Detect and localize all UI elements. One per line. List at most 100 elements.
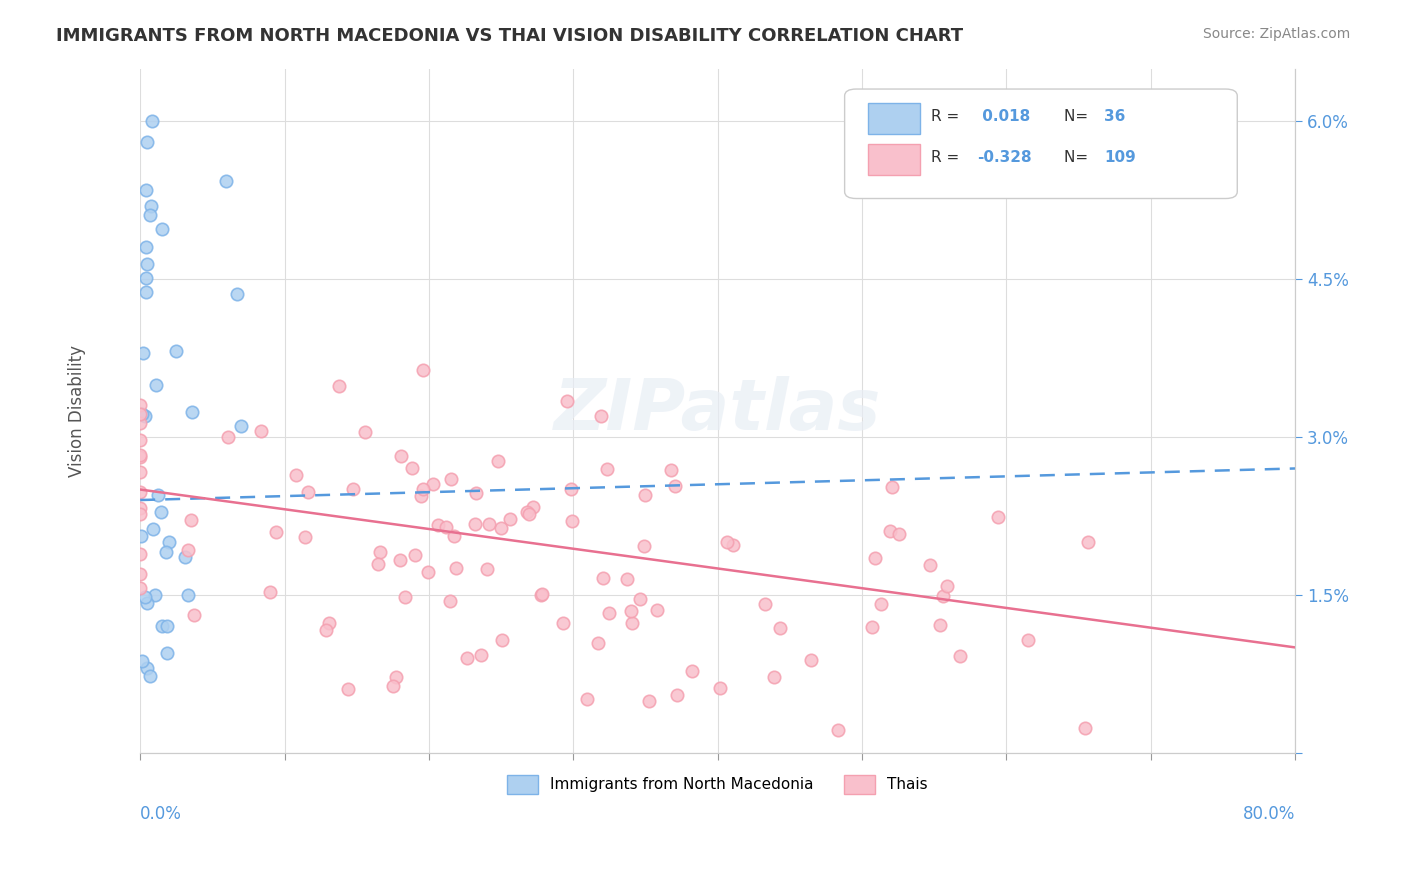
- Point: [931, 590, 953, 604]
- Point: [165, 344, 187, 359]
- Point: [637, 693, 659, 707]
- FancyBboxPatch shape: [845, 89, 1237, 199]
- Point: [136, 596, 159, 610]
- Point: [723, 538, 745, 552]
- Point: [136, 661, 159, 675]
- Text: -0.328: -0.328: [977, 150, 1032, 165]
- Point: [404, 549, 426, 563]
- Point: [860, 620, 883, 634]
- Point: [555, 394, 578, 409]
- Point: [434, 520, 457, 534]
- Point: [681, 665, 703, 679]
- Point: [665, 688, 688, 702]
- Point: [412, 482, 434, 496]
- Point: [412, 362, 434, 376]
- Point: [134, 409, 156, 423]
- Point: [709, 681, 731, 695]
- Point: [150, 222, 173, 236]
- Point: [456, 650, 478, 665]
- Point: [530, 589, 553, 603]
- Point: [157, 535, 180, 549]
- Point: [879, 524, 901, 538]
- Point: [446, 561, 468, 575]
- Point: [598, 606, 620, 620]
- Point: [129, 548, 152, 562]
- FancyBboxPatch shape: [868, 144, 920, 175]
- Point: [226, 286, 249, 301]
- Point: [231, 419, 253, 434]
- Point: [634, 488, 657, 502]
- Point: [498, 512, 520, 526]
- Point: [177, 542, 200, 557]
- Point: [156, 619, 179, 633]
- Text: N=: N=: [1064, 150, 1092, 165]
- Point: [129, 507, 152, 521]
- Point: [659, 463, 682, 477]
- Text: N=: N=: [1064, 109, 1092, 124]
- Point: [633, 539, 655, 553]
- Point: [439, 594, 461, 608]
- Point: [353, 425, 375, 439]
- Legend: Immigrants from North Macedonia, Thais: Immigrants from North Macedonia, Thais: [502, 769, 934, 800]
- Point: [155, 545, 177, 559]
- Point: [754, 598, 776, 612]
- Point: [150, 505, 173, 519]
- Point: [827, 723, 849, 737]
- Point: [409, 489, 432, 503]
- FancyBboxPatch shape: [868, 103, 920, 134]
- Point: [936, 579, 959, 593]
- Point: [422, 477, 444, 491]
- Point: [628, 592, 651, 607]
- Point: [129, 567, 152, 582]
- Point: [551, 615, 574, 630]
- Point: [135, 285, 157, 299]
- Point: [129, 529, 152, 543]
- Point: [135, 257, 157, 271]
- Text: 0.018: 0.018: [977, 109, 1031, 124]
- Text: Source: ZipAtlas.com: Source: ZipAtlas.com: [1202, 27, 1350, 41]
- Point: [987, 510, 1010, 524]
- Point: [1017, 632, 1039, 647]
- Point: [588, 636, 610, 650]
- Point: [576, 691, 599, 706]
- Point: [132, 345, 155, 359]
- Point: [142, 522, 165, 536]
- Point: [129, 417, 152, 431]
- Point: [173, 550, 195, 565]
- Point: [180, 405, 202, 419]
- Point: [478, 517, 501, 532]
- Point: [522, 500, 544, 514]
- Text: 109: 109: [1105, 150, 1136, 165]
- Point: [131, 654, 153, 668]
- Text: IMMIGRANTS FROM NORTH MACEDONIA VS THAI VISION DISABILITY CORRELATION CHART: IMMIGRANTS FROM NORTH MACEDONIA VS THAI …: [56, 27, 963, 45]
- Text: Vision Disability: Vision Disability: [67, 344, 86, 476]
- Point: [870, 597, 893, 611]
- Point: [143, 588, 166, 602]
- Point: [367, 558, 389, 572]
- Point: [139, 208, 162, 222]
- Point: [297, 485, 319, 500]
- Point: [491, 633, 513, 648]
- Point: [259, 585, 281, 599]
- Point: [129, 407, 152, 421]
- Point: [416, 566, 439, 580]
- Text: 36: 36: [1105, 109, 1126, 124]
- Point: [131, 408, 153, 422]
- Point: [1077, 534, 1099, 549]
- Point: [315, 624, 337, 638]
- Point: [368, 545, 391, 559]
- Point: [135, 240, 157, 254]
- Point: [391, 449, 413, 463]
- Point: [401, 461, 423, 475]
- Point: [440, 472, 463, 486]
- Point: [129, 581, 152, 595]
- Text: 0.0%: 0.0%: [141, 805, 181, 823]
- Point: [443, 529, 465, 543]
- Point: [589, 409, 612, 424]
- Point: [949, 649, 972, 664]
- Point: [616, 573, 638, 587]
- Point: [592, 571, 614, 585]
- Point: [145, 378, 167, 392]
- Point: [135, 183, 157, 197]
- Point: [180, 513, 202, 527]
